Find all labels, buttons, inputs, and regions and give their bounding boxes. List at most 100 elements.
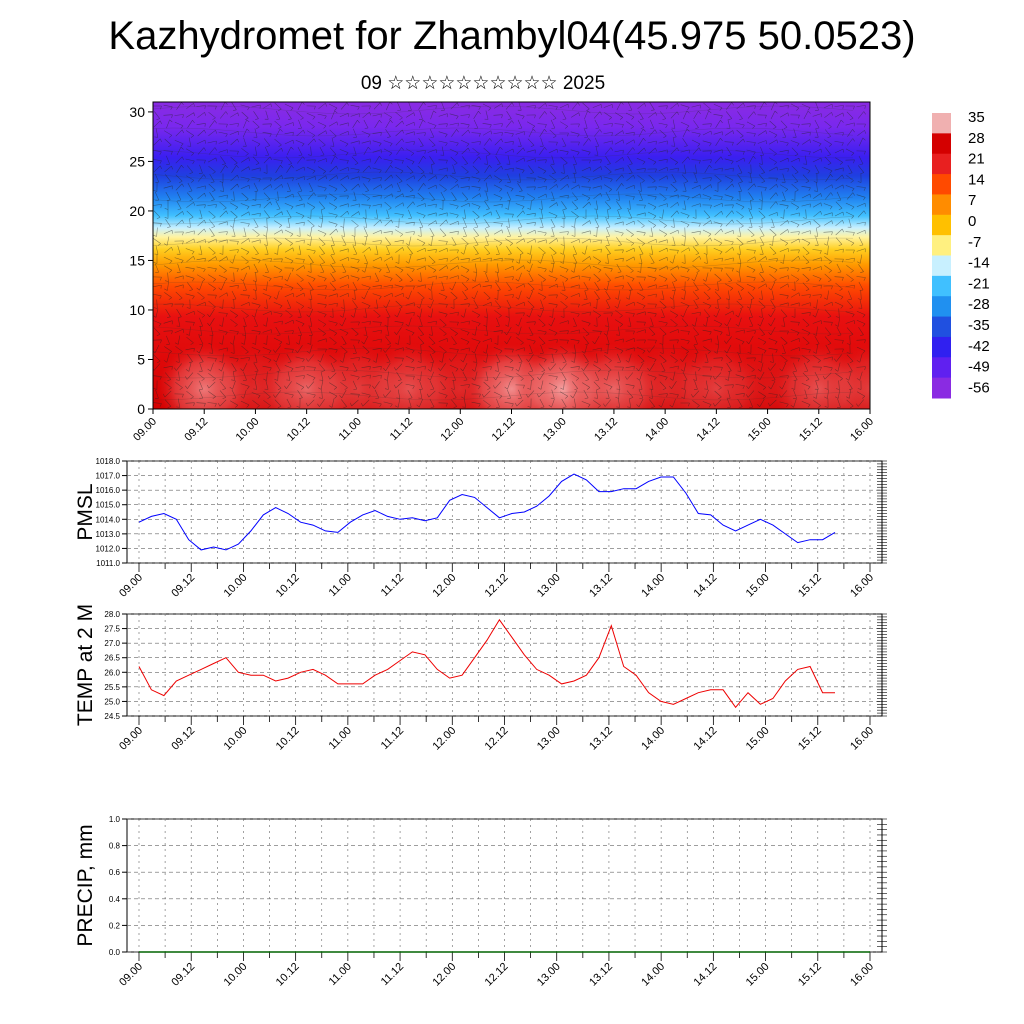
panel-x-tick-label: 13.12 [587, 572, 615, 600]
colorbar-label: -28 [968, 296, 990, 313]
heatmap-field [153, 102, 870, 409]
colorbar-label: -14 [968, 255, 990, 272]
series-line [138, 618, 835, 709]
panel-x-tick-label: 11.12 [379, 961, 406, 988]
panel-y-tick-label: 1012.0 [96, 544, 121, 553]
panel-y-tick-label: 0.4 [109, 895, 121, 904]
panel-y-tick-label: 25.0 [104, 697, 120, 706]
colorbar-swatch [932, 296, 951, 318]
precip-panel: 0.0 0.2 0.4 0.6 0.8 1.0 09.00 09.12 10.00 10.12 11… [74, 815, 887, 989]
heatmap-x-tick-label: 16.00 [848, 416, 876, 444]
panel-x-tick-label: 14.12 [692, 572, 720, 600]
panel-x-tick-label: 13.00 [535, 725, 563, 753]
panel-y-tick-label: 0.2 [109, 921, 121, 930]
panel-x-tick-label: 14.00 [639, 572, 667, 600]
heatmap-y-tick-label: 30 [129, 104, 145, 120]
panel-x-tick-label: 12.12 [483, 572, 511, 600]
wind-barbs [153, 102, 866, 408]
panel-x-tick-label: 11.00 [327, 725, 354, 752]
colorbar-swatch [932, 214, 951, 236]
colorbar-label: 28 [968, 130, 985, 147]
panel-y-tick-label: 0.8 [109, 842, 121, 851]
panel-frame [126, 460, 883, 564]
heatmap-x-tick-label: 14.00 [643, 416, 671, 444]
panel-x-tick-label: 15.12 [796, 572, 824, 600]
panel-y-tick-label: 28.0 [104, 610, 120, 619]
panel-x-tick-label: 16.00 [848, 961, 876, 989]
panel-x-tick-label: 15.00 [744, 572, 772, 600]
colorbar-swatch [932, 357, 951, 379]
heatmap-y-tick-label: 20 [129, 203, 145, 219]
heatmap-x-tick-label: 13.12 [592, 416, 620, 444]
heatmap-y-tick-label: 10 [129, 302, 145, 318]
panel-ylabel: TEMP at 2 M [74, 604, 97, 726]
heatmap-y-tick-label: 5 [137, 351, 145, 367]
panel-ylabel: PRECIP, mm [74, 824, 97, 946]
colorbar-label: -7 [968, 234, 981, 251]
panel-y-tick-label: 24.5 [104, 712, 120, 721]
panel-x-tick-label: 11.00 [327, 572, 354, 599]
panel-y-tick-label: 1011.0 [96, 559, 120, 568]
panel-x-tick-label: 10.12 [274, 725, 302, 753]
panel-y-tick-label: 27.5 [104, 625, 120, 634]
panel-x-tick-label: 16.00 [848, 725, 876, 753]
colorbar-swatch [932, 174, 951, 195]
panel-x-tick-label: 16.00 [848, 572, 876, 600]
colorbar-label: 35 [968, 109, 985, 126]
panel-y-tick-label: 0.0 [109, 948, 121, 957]
panel-x-tick-label: 13.12 [587, 725, 615, 753]
temp2m-panel: 24.5 25.0 25.5 26.0 26.5 27.0 27.5 28.0 09.00 09.… [74, 604, 887, 753]
heatmap-y-tick-label: 0 [137, 401, 145, 417]
colorbar-label: -35 [968, 317, 990, 334]
colorbar-label: -42 [968, 338, 990, 355]
heatmap-x-tick-label: 11.00 [337, 416, 364, 443]
panel-x-tick-label: 14.00 [639, 961, 667, 989]
heatmap-x-tick-label: 12.12 [490, 416, 518, 444]
panel-x-tick-label: 09.00 [117, 725, 145, 753]
panel-x-tick-label: 12.00 [430, 961, 458, 989]
panel-x-tick-label: 09.12 [169, 961, 197, 989]
panel-y-tick-label: 1.0 [109, 815, 121, 824]
panel-y-tick-label: 26.5 [104, 654, 120, 663]
colorbar: 35 28 21 14 7 0 -7 -14 -21 -28 -35 -42 -49 -56 [932, 109, 990, 399]
colorbar-swatch [932, 153, 951, 175]
heatmap-x-tick-label: 09.12 [182, 416, 210, 444]
heatmap-x-tick-label: 15.00 [746, 416, 774, 444]
heatmap-x-tick-label: 12.00 [438, 416, 466, 444]
colorbar-swatch [932, 275, 951, 297]
panel-y-tick-label: 1014.0 [96, 515, 121, 524]
panel-x-tick-label: 10.12 [274, 961, 302, 989]
panel-x-tick-label: 09.12 [169, 572, 197, 600]
panel-x-tick-label: 10.00 [222, 725, 250, 753]
isotherm-contours [153, 105, 854, 401]
series-line [138, 473, 836, 551]
pmsl-panel: 1011.0 1012.0 1013.0 1014.0 1015.0 1016.0 1017… [74, 457, 887, 600]
colorbar-label: -49 [968, 359, 990, 376]
panel-x-tick-label: 09.00 [117, 961, 145, 989]
temperature-section-plot: 0 5 10 15 20 25 30 09.00 09.12 10.00 10.12 11.00 11.… [129, 101, 876, 444]
colorbar-swatch [932, 133, 951, 155]
panel-y-tick-label: 1016.0 [96, 486, 121, 495]
panel-x-tick-label: 11.12 [379, 725, 406, 752]
panel-y-tick-label: 26.0 [104, 668, 120, 677]
panel-x-tick-label: 11.00 [327, 961, 354, 988]
panel-x-tick-label: 15.12 [796, 961, 824, 989]
panel-x-tick-label: 14.12 [692, 961, 720, 989]
heatmap-x-tick-label: 10.12 [285, 416, 313, 444]
heatmap-y-tick-label: 25 [129, 153, 145, 169]
panel-y-tick-label: 0.6 [109, 868, 121, 877]
panel-y-tick-label: 1013.0 [96, 530, 121, 539]
chart-subtitle: 09 ☆☆☆☆☆☆☆☆☆☆ 2025 [360, 73, 606, 94]
panel-x-tick-label: 09.00 [117, 572, 145, 600]
panel-x-tick-label: 12.00 [430, 572, 458, 600]
colorbar-label: 7 [968, 192, 976, 209]
panel-x-tick-label: 15.00 [744, 725, 772, 753]
panel-x-tick-label: 10.00 [222, 961, 250, 989]
panel-x-tick-label: 12.00 [430, 725, 458, 753]
colorbar-swatch [932, 316, 951, 338]
colorbar-label: 14 [968, 171, 985, 188]
colorbar-swatch [932, 336, 951, 358]
chart-title: Kazhydromet for Zhambyl04(45.975 50.0523… [108, 14, 916, 58]
colorbar-label: -56 [968, 379, 990, 396]
